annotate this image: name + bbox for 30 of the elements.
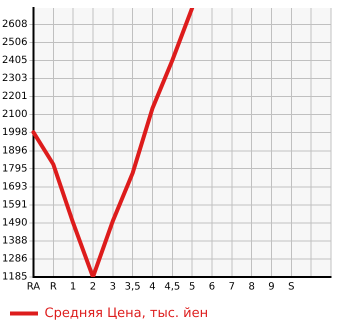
- x-tick-label: 6: [208, 282, 216, 293]
- y-tick-label: 2608: [2, 18, 28, 30]
- y-tick-label: 2405: [2, 54, 28, 66]
- x-tick-label: 8: [248, 282, 255, 293]
- x-tick-label: 5: [188, 282, 196, 293]
- x-tick-label: 4,5: [164, 282, 180, 293]
- x-tick-label: 3,5: [124, 282, 141, 293]
- x-tick-label: 2: [90, 282, 96, 293]
- y-tick-label: 2506: [2, 37, 28, 48]
- y-tick-label: 2201: [2, 91, 28, 102]
- x-tick-label: 9: [268, 282, 275, 293]
- x-tick-label: 1: [70, 282, 76, 293]
- x-tick-label: R: [50, 282, 57, 293]
- legend-label: Средняя Цена, тыс. йен: [44, 306, 208, 321]
- y-tick-label: 1286: [2, 254, 28, 265]
- y-tick-label: 1795: [2, 163, 28, 174]
- y-tick-label: 2100: [2, 109, 28, 120]
- y-tick-label: 1998: [2, 127, 28, 138]
- x-tick-label: 7: [228, 282, 236, 293]
- x-tick-label: S: [288, 282, 295, 293]
- y-tick-label: 1388: [2, 236, 28, 247]
- x-tick-label: RA: [26, 282, 40, 293]
- y-tick-label: 1185: [2, 272, 28, 283]
- x-tick-label: 3: [110, 282, 116, 293]
- y-tick-label: 1896: [2, 145, 28, 156]
- y-tick-label: 2303: [2, 73, 28, 84]
- y-tick-label: 1693: [2, 181, 28, 192]
- y-tick-label: 1490: [2, 217, 28, 228]
- x-tick-label: 4: [149, 282, 156, 293]
- y-tick-label: 1591: [2, 200, 28, 211]
